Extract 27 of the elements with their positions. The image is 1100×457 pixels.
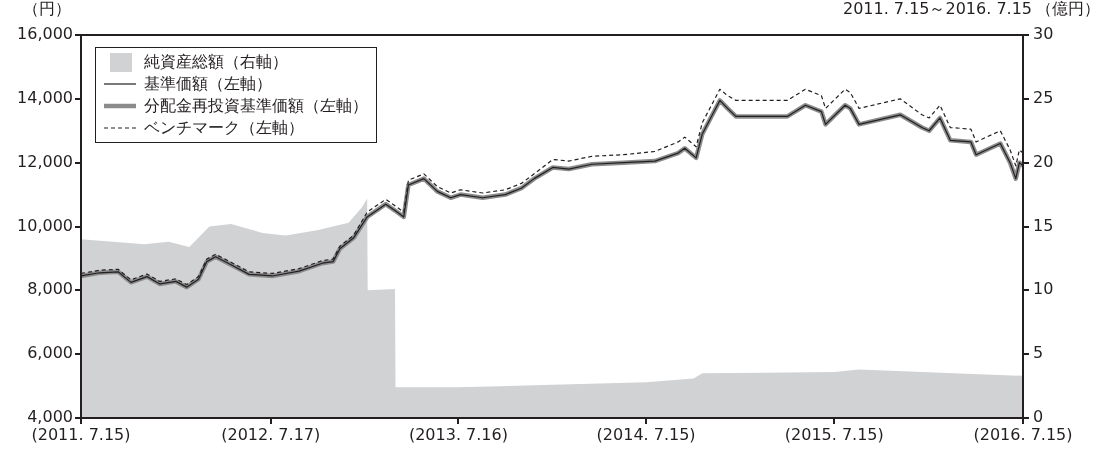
- y-tick-label: 14,000: [17, 87, 73, 107]
- y-tick-label: 12,000: [17, 151, 73, 171]
- x-tick-label: (2011. 7.15): [31, 424, 131, 444]
- y-axis-title: （円）: [23, 0, 71, 18]
- y2-tick-label: 15: [1033, 215, 1054, 235]
- y-tick-label: 16,000: [17, 24, 73, 44]
- x-tick-label: (2014. 7.15): [596, 424, 696, 444]
- y-tick-label: 10,000: [17, 215, 73, 235]
- legend-label: 純資産総額（右軸）: [144, 51, 288, 73]
- text: 2011. 7.15～2016. 7.15: [842, 0, 1032, 18]
- x-tick-label: (2016. 7.15): [973, 424, 1073, 444]
- y2-tick-label: 0: [1033, 407, 1044, 427]
- x-tick-label: (2013. 7.16): [408, 424, 508, 444]
- x-tick-label: (2012. 7.17): [221, 424, 321, 444]
- y2-tick-label: 30: [1033, 24, 1054, 44]
- legend-label: ベンチマーク（左軸）: [144, 117, 304, 139]
- y-tick-label: 8,000: [27, 279, 73, 299]
- y2-tick-label: 10: [1033, 279, 1054, 299]
- y2-tick-label: 25: [1033, 87, 1054, 107]
- y-tick-label: 6,000: [27, 343, 73, 363]
- y2-axis-title: （億円）: [1036, 0, 1100, 18]
- y2-tick-label: 20: [1033, 151, 1054, 171]
- y-tick-label: 4,000: [27, 407, 73, 427]
- y2-tick-label: 5: [1033, 343, 1044, 363]
- legend-label: 分配金再投資基準価額（左軸）: [144, 95, 368, 117]
- x-tick-label: (2015. 7.15): [784, 424, 884, 444]
- legend-label: 基準価額（左軸）: [144, 73, 272, 95]
